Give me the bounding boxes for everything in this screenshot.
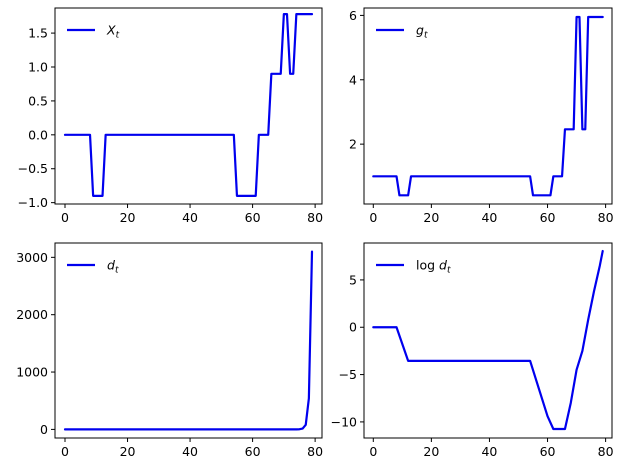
y-tick-label: 1.5 [28, 26, 48, 41]
legend-label: Xt [106, 23, 120, 41]
x-tick-label: 20 [423, 210, 439, 225]
y-tick-label: 2000 [16, 307, 48, 322]
x-tick-label: 80 [598, 210, 614, 225]
legend: dt [67, 258, 119, 276]
series-line [63, 250, 314, 431]
series-line [372, 15, 604, 197]
x-tick-label: 60 [245, 210, 261, 225]
x-tick-label: 40 [481, 210, 497, 225]
y-tick-label: 0.5 [28, 93, 48, 108]
x-tick-label: 0 [369, 444, 377, 459]
legend: gt [376, 23, 428, 41]
x-tick-label: 80 [307, 444, 323, 459]
y-tick-label: 6 [349, 8, 357, 23]
y-tick-label: 3000 [16, 250, 48, 265]
axes-frame [54, 7, 323, 205]
legend-label: log dt [416, 258, 451, 276]
y-tick-label: −1.0 [18, 195, 48, 210]
y-tick-label: −0.5 [18, 161, 48, 176]
series-line [63, 13, 314, 197]
x-tick-label: 60 [245, 444, 261, 459]
x-tick-label: 20 [423, 444, 439, 459]
legend-label: gt [416, 23, 428, 41]
axes-frame [54, 242, 323, 439]
legend-label: dt [107, 258, 119, 276]
x-tick-label: 40 [481, 444, 497, 459]
y-tick-label: 1.0 [28, 60, 48, 75]
x-tick-label: 40 [182, 210, 198, 225]
subplot-log-d-t: 0 20 40 60 80 −10 −5 0 5 log dt [331, 242, 614, 459]
series-line [372, 249, 604, 431]
legend: log dt [376, 258, 451, 276]
y-tick-label: 5 [349, 272, 357, 287]
x-tick-label: 80 [307, 210, 323, 225]
legend: Xt [67, 23, 120, 41]
y-tick-label: −5 [339, 367, 357, 382]
x-tick-label: 60 [540, 210, 556, 225]
y-tick-label: 0.0 [28, 127, 48, 142]
x-tick-label: 40 [182, 444, 198, 459]
y-tick-label: 0 [40, 422, 48, 437]
x-tick-label: 20 [120, 444, 136, 459]
x-tick-label: 0 [369, 210, 377, 225]
subplot-x-t: 0 20 40 60 80 −1.0 −0.5 0.0 0.5 1.0 1.5 Xt [18, 7, 323, 225]
axes-frame [363, 7, 613, 205]
subplot-g-t: 0 20 40 60 80 2 4 6 gt [349, 7, 614, 225]
subplot-d-t: 0 20 40 60 80 0 1000 2000 3000 dt [16, 242, 323, 459]
x-tick-label: 0 [61, 444, 69, 459]
x-tick-label: 80 [598, 444, 614, 459]
y-tick-label: 2 [349, 137, 357, 152]
x-tick-label: 0 [61, 210, 69, 225]
y-tick-label: 4 [349, 72, 357, 87]
axes-frame [363, 242, 613, 439]
y-tick-label: −10 [331, 414, 357, 429]
x-tick-label: 20 [120, 210, 136, 225]
x-tick-label: 60 [540, 444, 556, 459]
y-tick-label: 1000 [16, 365, 48, 380]
y-tick-label: 0 [349, 320, 357, 335]
